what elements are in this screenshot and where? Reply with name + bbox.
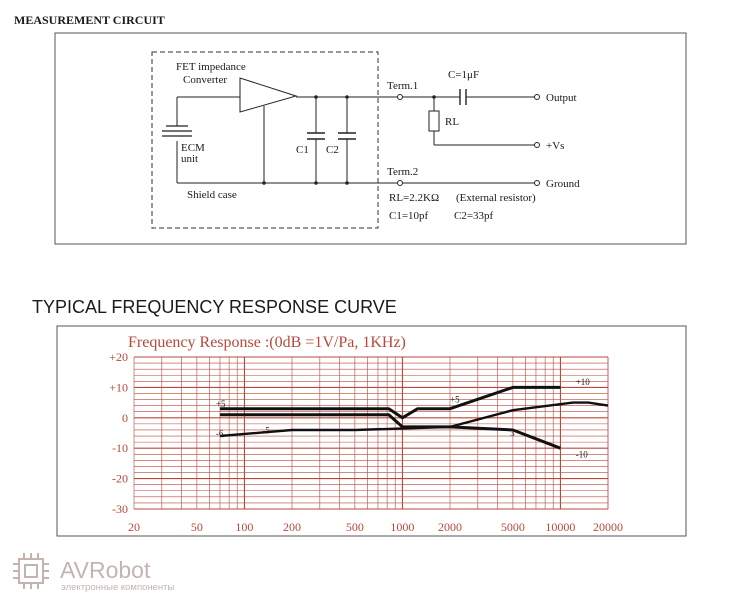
curve-annotation: -6 <box>216 429 224 439</box>
c1-label: C1 <box>296 144 309 156</box>
c2-value-label: C2=33pf <box>454 210 494 222</box>
ecm-label-line1: ECM <box>181 142 205 154</box>
c2-label: C2 <box>326 144 339 156</box>
curve-annotation: +5 <box>450 395 460 405</box>
terminal-circles <box>397 94 540 186</box>
response-curve-1 <box>220 385 561 420</box>
curve-annotation: -10 <box>576 449 588 459</box>
fet-amplifier-symbol <box>239 77 298 113</box>
x-tick-label: 1000 <box>390 520 414 534</box>
term1-label: Term.1 <box>387 80 418 92</box>
ground-label: Ground <box>546 178 580 190</box>
curve-annotation: +5 <box>216 399 226 409</box>
coupling-cap-label: C=1μF <box>448 69 479 81</box>
x-tick-label: 2000 <box>438 520 462 534</box>
shield-case-label: Shield case <box>187 189 237 201</box>
fet-label-line1: FET impedance <box>176 61 246 73</box>
output-label: Output <box>546 92 577 104</box>
resistor-rl-symbol <box>428 110 440 132</box>
x-tick-label: 20000 <box>593 520 623 534</box>
vs-label: +Vs <box>546 140 564 152</box>
rl-value-label: RL=2.2KΩ <box>389 192 439 204</box>
rl-label: RL <box>445 116 459 128</box>
response-heading: TYPICAL FREQUENCY RESPONSE CURVE <box>32 297 397 317</box>
y-tick-label: -20 <box>112 472 128 486</box>
y-tick-label: 0 <box>122 411 128 425</box>
fet-label-line2: Converter <box>183 74 227 86</box>
shield-case-outline <box>151 51 379 229</box>
chart-title: Frequency Response :(0dB =1V/Pa, 1KHz) <box>128 334 406 351</box>
c1-value-label: C1=10pf <box>389 210 429 222</box>
curve-annotation: +10 <box>576 377 591 387</box>
x-tick-label: 50 <box>191 520 203 534</box>
capacitor-plates <box>307 89 467 140</box>
curve-annotation: 3 <box>510 428 515 438</box>
circuit-wiring <box>176 96 535 184</box>
x-tick-label: 100 <box>235 520 253 534</box>
curve-annotation: -5 <box>262 426 270 436</box>
chart-annotations: +5 -6 -5 +5 3 +10 -10 <box>216 377 590 459</box>
y-tick-label: +10 <box>109 380 128 394</box>
circuit-title: MEASUREMENT CIRCUIT <box>14 13 165 27</box>
chip-icon <box>13 553 49 589</box>
measurement-circuit: MEASUREMENT CIRCUIT <box>14 13 687 245</box>
x-tick-label: 500 <box>346 520 364 534</box>
term2-label: Term.2 <box>387 166 418 178</box>
chart-x-tick-labels: 20 50 100 200 500 1000 2000 5000 10000 20000 <box>128 520 623 534</box>
ecm-label-line2: unit <box>181 153 198 165</box>
watermark-logo: AVRobot электронные компоненты <box>13 553 175 593</box>
chart-frame <box>56 325 687 537</box>
junction-dots <box>262 95 436 185</box>
chart-y-tick-labels: +20 +10 0 -10 -20 -30 <box>109 350 128 516</box>
x-tick-label: 200 <box>283 520 301 534</box>
ecm-element-symbol <box>162 125 192 137</box>
watermark-tagline: электронные компоненты <box>61 582 175 593</box>
y-tick-label: +20 <box>109 350 128 364</box>
x-tick-label: 10000 <box>545 520 575 534</box>
circuit-frame <box>54 32 687 245</box>
response-curve-3 <box>219 401 609 438</box>
external-resistor-label: (External resistor) <box>456 192 536 204</box>
y-tick-label: -10 <box>112 441 128 455</box>
y-tick-label: -30 <box>112 502 128 516</box>
watermark-brand: AVRobot <box>60 557 151 583</box>
x-tick-label: 5000 <box>501 520 525 534</box>
x-tick-label: 20 <box>128 520 140 534</box>
chart-grid <box>133 356 609 510</box>
chart-series-group <box>219 385 609 450</box>
